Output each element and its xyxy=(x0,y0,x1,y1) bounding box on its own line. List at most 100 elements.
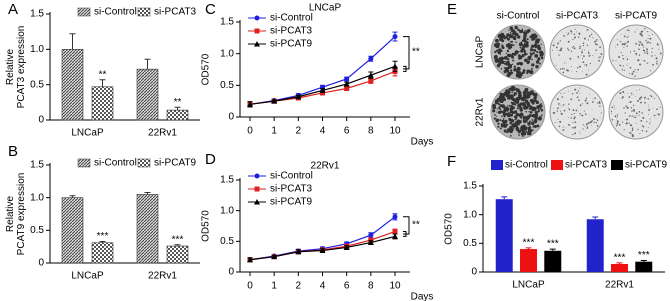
colony xyxy=(649,123,651,125)
colony xyxy=(616,122,619,125)
x-tick-label: LNCaP xyxy=(512,280,545,291)
colony xyxy=(522,91,527,95)
x-tick-label: 6 xyxy=(344,281,350,292)
colony xyxy=(575,109,578,112)
colony xyxy=(533,108,536,111)
colony xyxy=(492,105,497,110)
colony xyxy=(584,113,587,116)
colony xyxy=(507,53,512,58)
colony xyxy=(524,88,527,91)
colony xyxy=(593,121,595,124)
colony xyxy=(512,32,516,36)
error-bar xyxy=(69,195,76,198)
colony xyxy=(579,133,581,134)
bar xyxy=(136,194,159,264)
colony xyxy=(581,114,584,117)
colony xyxy=(627,35,629,37)
colony xyxy=(517,35,521,39)
colony xyxy=(587,37,589,38)
colony xyxy=(629,115,631,117)
y-tick-label: 1.0 xyxy=(463,209,477,220)
colony xyxy=(522,119,525,121)
legend-swatch xyxy=(77,7,91,17)
colony xyxy=(507,42,511,46)
colony xyxy=(522,124,526,128)
y-axis-label: OD570 xyxy=(444,213,455,245)
colony xyxy=(591,98,593,100)
point xyxy=(271,253,278,260)
colony xyxy=(515,127,520,131)
colony xyxy=(538,117,542,121)
colony xyxy=(587,51,590,54)
significance: *** xyxy=(614,252,626,263)
colony xyxy=(521,106,523,108)
colony xyxy=(493,113,496,116)
colony xyxy=(526,93,529,96)
point xyxy=(343,81,350,87)
colony xyxy=(632,115,634,117)
colony xyxy=(523,45,526,48)
colony xyxy=(509,26,514,30)
dish xyxy=(549,84,605,140)
colony xyxy=(522,103,526,107)
bar xyxy=(544,250,562,272)
colony xyxy=(641,112,643,114)
colony xyxy=(650,70,652,72)
colony xyxy=(570,66,572,68)
colony xyxy=(511,111,514,114)
colony xyxy=(631,127,634,129)
colony xyxy=(495,58,500,62)
colony xyxy=(648,35,650,37)
colony xyxy=(499,104,503,108)
colony xyxy=(619,64,622,67)
colony xyxy=(626,106,629,109)
colony xyxy=(583,125,585,127)
colony xyxy=(637,40,639,42)
colony xyxy=(611,119,614,121)
colony xyxy=(570,98,573,101)
colony xyxy=(587,50,589,51)
row-label: 22Rv1 xyxy=(475,97,486,126)
colony xyxy=(510,40,512,43)
colony xyxy=(512,59,515,62)
colony xyxy=(623,129,625,131)
colony xyxy=(557,103,560,105)
colony xyxy=(560,92,562,95)
y-tick-label: 0 xyxy=(38,115,44,126)
colony xyxy=(568,107,569,109)
panel-letter: D xyxy=(205,151,216,168)
colony xyxy=(646,50,648,53)
colony xyxy=(629,67,632,69)
error-bar xyxy=(616,262,623,264)
colony xyxy=(577,107,579,109)
colony xyxy=(500,123,503,126)
colony xyxy=(506,112,510,117)
x-tick-label: 4 xyxy=(320,281,326,292)
colony xyxy=(540,52,544,56)
significance: *** xyxy=(97,231,109,242)
colony xyxy=(503,109,507,113)
colony xyxy=(594,97,596,99)
significance: *** xyxy=(172,234,184,245)
error-bar xyxy=(501,196,508,200)
colony xyxy=(531,119,534,121)
colony xyxy=(565,62,567,64)
colony xyxy=(615,60,617,62)
colony xyxy=(555,46,558,49)
colony xyxy=(534,120,538,123)
colony xyxy=(619,40,620,42)
colony xyxy=(644,96,646,99)
colony xyxy=(533,96,537,100)
y-axis-label: PCAT9 expression xyxy=(16,173,27,256)
colony xyxy=(511,63,514,65)
colony xyxy=(528,107,532,110)
colony xyxy=(579,113,581,115)
colony xyxy=(516,62,520,66)
colony xyxy=(565,127,567,129)
colony xyxy=(559,120,562,123)
dish-bg xyxy=(549,24,605,80)
colony xyxy=(517,28,520,32)
colony xyxy=(555,64,557,66)
colony xyxy=(559,49,562,52)
